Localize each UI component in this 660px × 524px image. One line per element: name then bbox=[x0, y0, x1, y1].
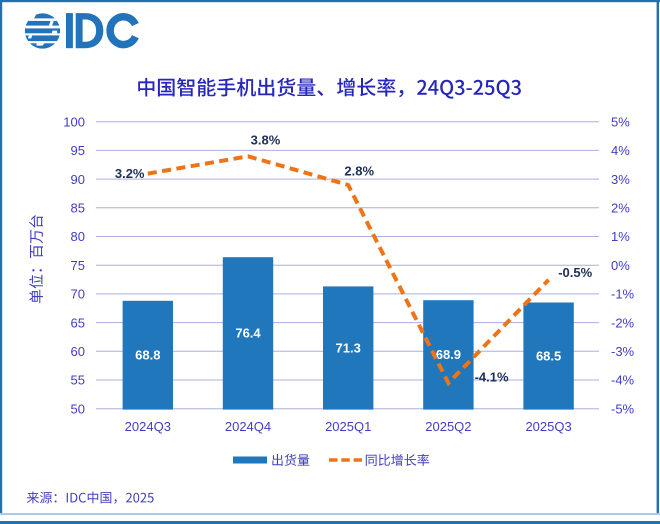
svg-text:-2%: -2% bbox=[611, 315, 635, 330]
svg-text:76.4: 76.4 bbox=[235, 326, 261, 341]
svg-text:2%: 2% bbox=[611, 201, 630, 216]
svg-text:0%: 0% bbox=[611, 258, 630, 273]
svg-text:90: 90 bbox=[71, 172, 85, 187]
svg-text:-5%: -5% bbox=[611, 401, 635, 416]
svg-text:3%: 3% bbox=[611, 172, 630, 187]
svg-text:70: 70 bbox=[71, 287, 85, 302]
svg-text:3.8%: 3.8% bbox=[251, 133, 281, 148]
svg-text:-0.5%: -0.5% bbox=[558, 265, 592, 280]
svg-text:60: 60 bbox=[71, 344, 85, 359]
svg-text:3.2%: 3.2% bbox=[115, 166, 145, 181]
svg-text:65: 65 bbox=[71, 315, 85, 330]
svg-text:100: 100 bbox=[63, 114, 85, 129]
svg-text:68.5: 68.5 bbox=[536, 348, 561, 363]
svg-text:2025Q2: 2025Q2 bbox=[425, 419, 471, 434]
svg-text:71.3: 71.3 bbox=[336, 340, 361, 355]
svg-text:2025Q1: 2025Q1 bbox=[325, 419, 371, 434]
svg-text:-4.1%: -4.1% bbox=[475, 369, 509, 384]
svg-text:-1%: -1% bbox=[611, 287, 635, 302]
svg-text:80: 80 bbox=[71, 229, 85, 244]
svg-text:2024Q4: 2024Q4 bbox=[225, 419, 271, 434]
svg-text:85: 85 bbox=[71, 201, 85, 216]
svg-text:68.8: 68.8 bbox=[135, 347, 160, 362]
svg-text:95: 95 bbox=[71, 143, 85, 158]
svg-text:-4%: -4% bbox=[611, 373, 635, 388]
svg-text:50: 50 bbox=[71, 401, 85, 416]
svg-text:2025Q3: 2025Q3 bbox=[525, 419, 571, 434]
svg-text:68.9: 68.9 bbox=[436, 347, 461, 362]
svg-text:75: 75 bbox=[71, 258, 85, 273]
svg-text:1%: 1% bbox=[611, 229, 630, 244]
svg-text:2024Q3: 2024Q3 bbox=[125, 419, 171, 434]
svg-text:2.8%: 2.8% bbox=[344, 164, 374, 179]
svg-text:-3%: -3% bbox=[611, 344, 635, 359]
svg-text:4%: 4% bbox=[611, 143, 630, 158]
svg-text:55: 55 bbox=[71, 373, 85, 388]
svg-text:5%: 5% bbox=[611, 114, 630, 129]
